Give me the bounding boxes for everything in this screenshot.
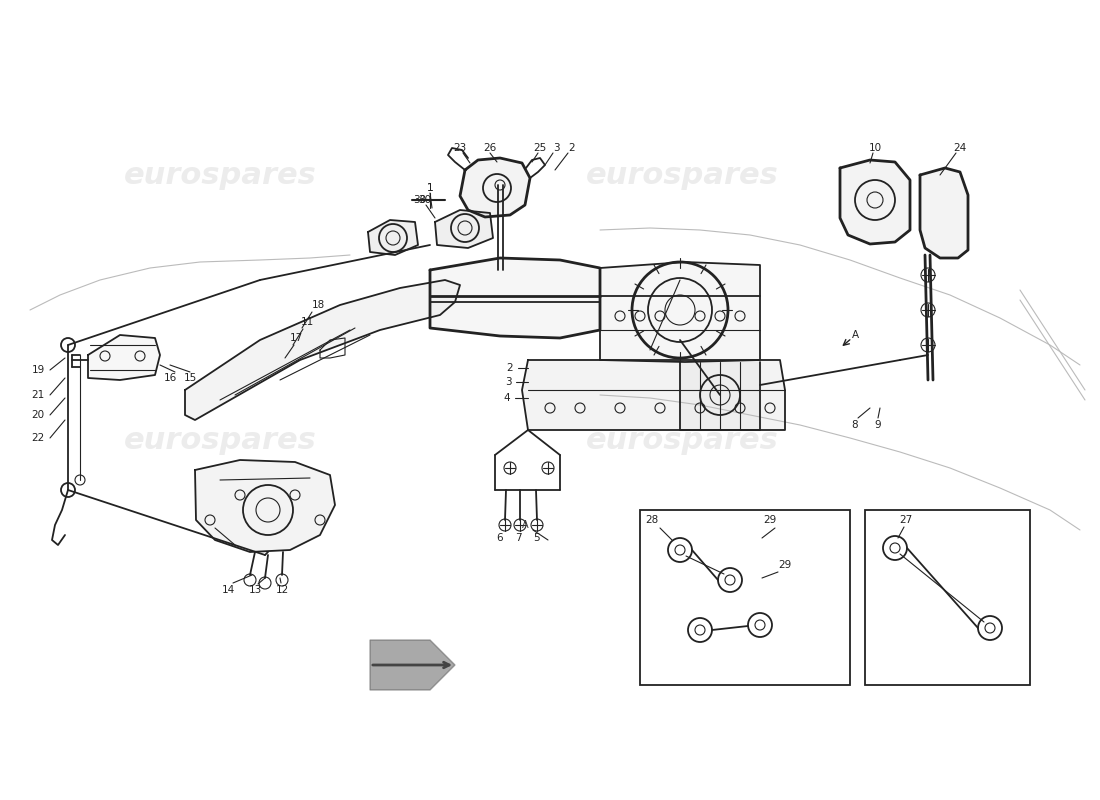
Text: 12: 12 — [275, 585, 288, 595]
Text: 26: 26 — [483, 143, 496, 153]
Text: eurospares: eurospares — [585, 426, 779, 454]
Text: 30: 30 — [418, 195, 431, 205]
Text: 1: 1 — [427, 183, 433, 193]
Polygon shape — [680, 362, 760, 430]
Text: 3: 3 — [552, 143, 559, 153]
Polygon shape — [522, 360, 785, 430]
Text: 2: 2 — [569, 143, 575, 153]
Text: 15: 15 — [184, 373, 197, 383]
Text: 14: 14 — [221, 585, 234, 595]
Text: 4: 4 — [504, 393, 510, 403]
Text: 24: 24 — [954, 143, 967, 153]
Text: 2: 2 — [507, 363, 514, 373]
Polygon shape — [195, 460, 336, 552]
Polygon shape — [920, 168, 968, 258]
Text: 27: 27 — [900, 515, 913, 525]
Text: 18: 18 — [311, 300, 324, 310]
Text: 28: 28 — [646, 515, 659, 525]
Bar — [640, 510, 850, 685]
Text: 22: 22 — [32, 433, 45, 443]
Text: 9: 9 — [874, 420, 881, 430]
Text: 10: 10 — [868, 143, 881, 153]
Text: eurospares: eurospares — [585, 162, 779, 190]
Text: 6: 6 — [497, 533, 504, 543]
Polygon shape — [88, 335, 160, 380]
Text: A: A — [851, 330, 859, 340]
Polygon shape — [370, 640, 455, 690]
Text: 30: 30 — [414, 195, 427, 205]
Polygon shape — [430, 258, 600, 338]
Polygon shape — [600, 262, 760, 362]
Text: 17: 17 — [289, 333, 302, 343]
Text: 23: 23 — [453, 143, 466, 153]
Text: 19: 19 — [32, 365, 45, 375]
Text: 13: 13 — [249, 585, 262, 595]
Bar — [865, 510, 1030, 685]
Text: 3: 3 — [505, 377, 512, 387]
Polygon shape — [840, 160, 910, 244]
Text: 29: 29 — [779, 560, 792, 570]
Text: 1: 1 — [427, 183, 433, 193]
Text: 8: 8 — [851, 420, 858, 430]
Polygon shape — [434, 210, 493, 248]
Text: 5: 5 — [532, 533, 539, 543]
Text: 25: 25 — [534, 143, 547, 153]
Text: 21: 21 — [32, 390, 45, 400]
Text: 20: 20 — [32, 410, 45, 420]
Polygon shape — [368, 220, 418, 255]
Text: A: A — [521, 520, 528, 530]
Text: 16: 16 — [164, 373, 177, 383]
Polygon shape — [185, 280, 460, 420]
Text: 11: 11 — [300, 317, 313, 327]
Text: eurospares: eurospares — [123, 426, 317, 454]
Text: 7: 7 — [515, 533, 521, 543]
Polygon shape — [460, 158, 530, 217]
Text: 29: 29 — [763, 515, 777, 525]
Text: eurospares: eurospares — [123, 162, 317, 190]
